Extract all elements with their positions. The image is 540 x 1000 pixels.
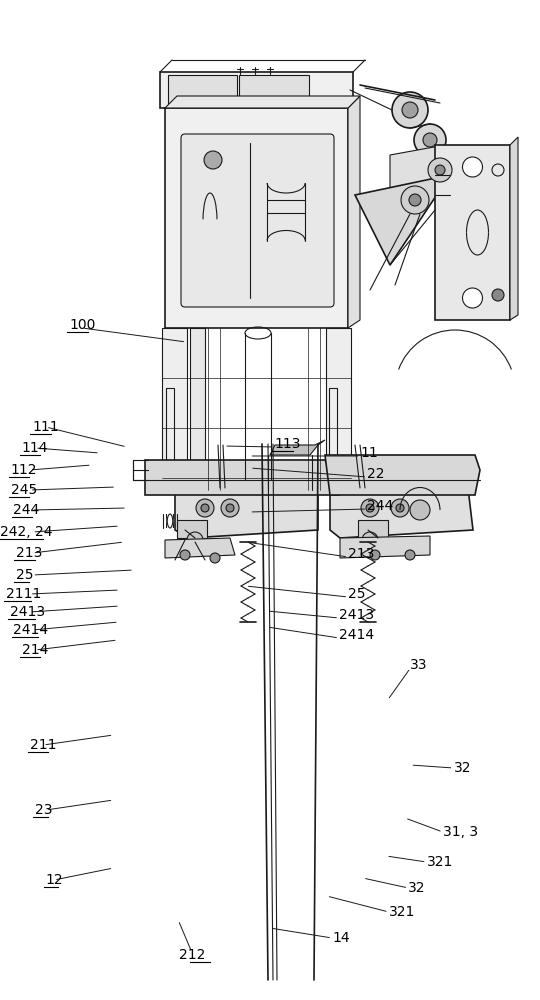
Text: 32: 32	[454, 761, 471, 775]
Circle shape	[401, 186, 429, 214]
Circle shape	[226, 504, 234, 512]
Circle shape	[405, 550, 415, 560]
Text: 321: 321	[427, 855, 453, 869]
Circle shape	[187, 532, 203, 548]
FancyBboxPatch shape	[181, 134, 334, 307]
Text: 2413: 2413	[339, 608, 374, 622]
Circle shape	[410, 500, 430, 520]
Circle shape	[435, 165, 445, 175]
Polygon shape	[355, 175, 450, 265]
Polygon shape	[390, 145, 455, 200]
Circle shape	[362, 532, 378, 548]
Text: 244: 244	[14, 503, 40, 517]
Circle shape	[392, 92, 428, 128]
Text: 211: 211	[30, 738, 56, 752]
Circle shape	[492, 289, 504, 301]
Text: 23: 23	[35, 803, 52, 817]
Text: 112: 112	[11, 463, 37, 477]
Text: 32: 32	[408, 881, 425, 895]
Polygon shape	[325, 455, 480, 495]
Bar	[165, 108, 348, 328]
Bar	[162, 328, 187, 490]
Bar	[435, 145, 510, 320]
Bar	[326, 328, 351, 490]
Text: 14: 14	[332, 931, 350, 945]
Polygon shape	[270, 440, 325, 455]
Circle shape	[396, 504, 404, 512]
Bar	[177, 520, 207, 538]
Text: 113: 113	[274, 437, 301, 451]
Polygon shape	[348, 96, 360, 328]
Circle shape	[204, 151, 222, 169]
Bar	[358, 520, 388, 538]
Bar	[168, 75, 238, 105]
Circle shape	[462, 288, 483, 308]
Circle shape	[391, 499, 409, 517]
Circle shape	[423, 133, 437, 147]
Text: 2413: 2413	[10, 605, 45, 619]
Bar	[329, 388, 337, 478]
Bar	[239, 75, 309, 105]
Text: 321: 321	[389, 905, 415, 919]
Text: 245: 245	[11, 483, 37, 497]
Text: 12: 12	[46, 873, 64, 887]
Text: 2111: 2111	[6, 587, 42, 601]
Circle shape	[361, 499, 379, 517]
Text: 214: 214	[22, 643, 48, 657]
Polygon shape	[165, 96, 360, 108]
Text: 242, 24: 242, 24	[0, 525, 52, 539]
Text: 25: 25	[348, 587, 366, 601]
Circle shape	[414, 124, 446, 156]
Circle shape	[370, 550, 380, 560]
Polygon shape	[510, 137, 518, 320]
Text: 212: 212	[179, 948, 205, 962]
Circle shape	[221, 499, 239, 517]
Circle shape	[402, 102, 418, 118]
Text: 213: 213	[348, 547, 375, 561]
Circle shape	[201, 504, 209, 512]
Circle shape	[180, 550, 190, 560]
Polygon shape	[330, 488, 473, 538]
Text: 100: 100	[69, 318, 96, 332]
Circle shape	[409, 194, 421, 206]
Text: 213: 213	[16, 546, 43, 560]
Polygon shape	[175, 488, 318, 538]
Text: 31, 3: 31, 3	[443, 825, 478, 839]
Text: 22: 22	[367, 467, 384, 481]
Text: 25: 25	[16, 568, 33, 582]
Text: 244: 244	[367, 499, 394, 513]
Text: 11: 11	[361, 446, 379, 460]
Text: 2414: 2414	[339, 628, 374, 642]
Text: 33: 33	[410, 658, 428, 672]
Bar	[166, 388, 174, 478]
Polygon shape	[145, 460, 340, 495]
Circle shape	[462, 157, 483, 177]
Bar	[160, 72, 353, 108]
Circle shape	[428, 158, 452, 182]
Text: 114: 114	[22, 441, 48, 455]
Bar	[190, 328, 205, 490]
Circle shape	[196, 499, 214, 517]
Circle shape	[210, 553, 220, 563]
Circle shape	[366, 504, 374, 512]
Text: 2414: 2414	[14, 623, 49, 637]
Polygon shape	[340, 536, 430, 558]
Polygon shape	[165, 538, 235, 558]
Text: 111: 111	[32, 420, 59, 434]
